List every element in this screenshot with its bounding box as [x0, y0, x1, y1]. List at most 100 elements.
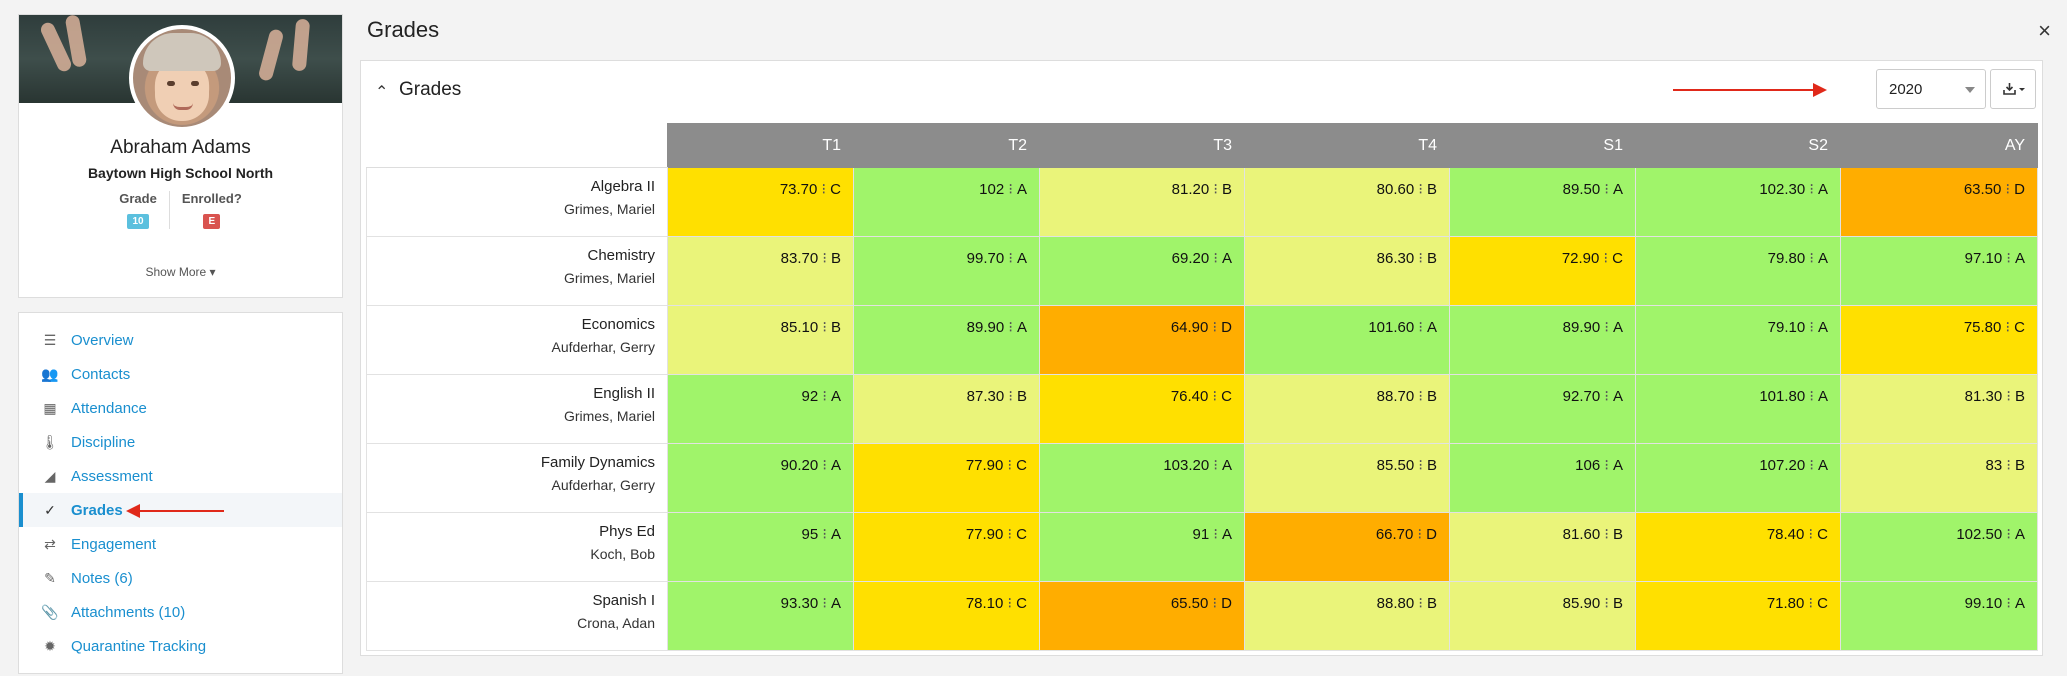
grade-letter: C: [2014, 319, 2025, 336]
grade-cell[interactable]: 78.10 ⁝ C: [853, 581, 1040, 651]
sidebar-item-notes[interactable]: ✎ Notes (6): [19, 561, 342, 595]
grade-cell[interactable]: 99.10 ⁝ A: [1840, 581, 2038, 651]
grade-separator: ⁝: [1213, 526, 1218, 543]
grade-letter: A: [1612, 388, 1623, 405]
enrolled-label: Enrolled?: [181, 191, 242, 206]
grade-cell[interactable]: 106 ⁝ A: [1449, 443, 1636, 513]
grade-cell[interactable]: 72.90 ⁝ C: [1449, 236, 1636, 306]
column-header-t2[interactable]: T2: [853, 123, 1040, 168]
grade-score: 101.60: [1368, 319, 1415, 336]
grade-separator: ⁝: [1007, 526, 1013, 543]
grade-cell[interactable]: 81.20 ⁝ B: [1039, 167, 1245, 237]
grade-cell[interactable]: 103.20 ⁝ A: [1039, 443, 1245, 513]
grade-score: 78.10: [965, 595, 1004, 612]
grade-cell[interactable]: 81.30 ⁝ B: [1840, 374, 2038, 444]
grade-cell[interactable]: 88.70 ⁝ B: [1244, 374, 1450, 444]
grades-table: T1 T2 T3 T4 S1 S2 AY Algebra II Grimes, Mariel 7…: [366, 123, 2038, 651]
grade-cell[interactable]: 63.50 ⁝ D: [1840, 167, 2038, 237]
grade-cell[interactable]: 89.50 ⁝ A: [1449, 167, 1636, 237]
grade-cell[interactable]: 101.80 ⁝ A: [1635, 374, 1841, 444]
grade-cell[interactable]: 85.90 ⁝ B: [1449, 581, 1636, 651]
grade-cell[interactable]: 73.70 ⁝ C: [667, 167, 854, 237]
grade-cell[interactable]: 83.70 ⁝ B: [667, 236, 854, 306]
grade-cell[interactable]: 101.60 ⁝ A: [1244, 305, 1450, 375]
grade-cell[interactable]: 81.60 ⁝ B: [1449, 512, 1636, 582]
grade-cell[interactable]: 92 ⁝ A: [667, 374, 854, 444]
sidebar-item-attachments[interactable]: 📎 Attachments (10): [19, 595, 342, 629]
grade-cell[interactable]: 87.30 ⁝ B: [853, 374, 1040, 444]
column-header-t4[interactable]: T4: [1244, 123, 1450, 168]
grade-cell[interactable]: 91 ⁝ A: [1039, 512, 1245, 582]
sidebar-item-engagement[interactable]: ⇄ Engagement: [19, 527, 342, 561]
grade-cell[interactable]: 86.30 ⁝ B: [1244, 236, 1450, 306]
grade-score: 71.80: [1766, 595, 1805, 612]
chevron-up-icon[interactable]: ⌃: [375, 84, 389, 101]
grade-cell[interactable]: 93.30 ⁝ A: [667, 581, 854, 651]
sidebar-item-attendance[interactable]: ▦ Attendance: [19, 391, 342, 425]
sidebar-item-discipline[interactable]: 🌡 Discipline: [19, 425, 342, 459]
grade-score: 79.10: [1767, 319, 1806, 336]
grade-separator: ⁝: [822, 319, 827, 336]
column-header-t1[interactable]: T1: [667, 123, 854, 168]
table-row: Family Dynamics Aufderhar, Gerry 90.20 ⁝ A 77…: [366, 443, 2038, 513]
grade-cell[interactable]: 66.70 ⁝ D: [1244, 512, 1450, 582]
grade-cell[interactable]: 88.80 ⁝ B: [1244, 581, 1450, 651]
close-icon[interactable]: ×: [2038, 18, 2051, 43]
sidebar-item-quarantine[interactable]: ✹ Quarantine Tracking: [19, 629, 342, 663]
show-more-toggle[interactable]: Show More ▾: [145, 265, 216, 279]
column-header-ay[interactable]: AY: [1840, 123, 2038, 168]
grade-cell[interactable]: 102.50 ⁝ A: [1840, 512, 2038, 582]
grade-cell[interactable]: 97.10 ⁝ A: [1840, 236, 2038, 306]
list-icon: ☰: [43, 331, 57, 348]
sidebar-item-overview[interactable]: ☰ Overview: [19, 323, 342, 357]
export-button[interactable]: [1990, 69, 2036, 109]
grade-letter: A: [1221, 526, 1232, 543]
grade-cell[interactable]: 89.90 ⁝ A: [1449, 305, 1636, 375]
sidebar-item-assessment[interactable]: ◢ Assessment: [19, 459, 342, 493]
grade-cell[interactable]: 69.20 ⁝ A: [1039, 236, 1245, 306]
grade-cell[interactable]: 65.50 ⁝ D: [1039, 581, 1245, 651]
column-header-t3[interactable]: T3: [1039, 123, 1245, 168]
grade-cell[interactable]: 95 ⁝ A: [667, 512, 854, 582]
grade-cell[interactable]: 102.30 ⁝ A: [1635, 167, 1841, 237]
grade-cell[interactable]: 83 ⁝ B: [1840, 443, 2038, 513]
grade-separator: ⁝: [1007, 457, 1013, 474]
grade-cell[interactable]: 71.80 ⁝ C: [1635, 581, 1841, 651]
grade-separator: ⁝: [1213, 181, 1218, 198]
grade-cell[interactable]: 107.20 ⁝ A: [1635, 443, 1841, 513]
year-select[interactable]: 2020: [1876, 69, 1986, 109]
column-header-s1[interactable]: S1: [1449, 123, 1636, 168]
grade-cell[interactable]: 79.10 ⁝ A: [1635, 305, 1841, 375]
grade-letter: B: [1426, 388, 1437, 405]
column-header-s2[interactable]: S2: [1635, 123, 1841, 168]
grade-letter: A: [1221, 457, 1232, 474]
area-chart-icon: ◢: [44, 467, 56, 484]
grade-cell[interactable]: 90.20 ⁝ A: [667, 443, 854, 513]
grade-cell[interactable]: 77.90 ⁝ C: [853, 443, 1040, 513]
grade-cell[interactable]: 76.40 ⁝ C: [1039, 374, 1245, 444]
grade-cell[interactable]: 92.70 ⁝ A: [1449, 374, 1636, 444]
grade-separator: ⁝: [1212, 595, 1218, 612]
grade-cell[interactable]: 79.80 ⁝ A: [1635, 236, 1841, 306]
grade-cell[interactable]: 99.70 ⁝ A: [853, 236, 1040, 306]
grade-cell[interactable]: 80.60 ⁝ B: [1244, 167, 1450, 237]
sidebar-item-contacts[interactable]: 👥 Contacts: [19, 357, 342, 391]
grade-cell[interactable]: 75.80 ⁝ C: [1840, 305, 2038, 375]
grade-score: 102.30: [1759, 181, 1806, 198]
grade-letter: A: [830, 457, 841, 474]
table-row: English II Grimes, Mariel 92 ⁝ A 87.30 ⁝ B 76.40…: [366, 374, 2038, 444]
grade-cell[interactable]: 102 ⁝ A: [853, 167, 1040, 237]
grade-score: 85.90: [1562, 595, 1601, 612]
grade-score: 72.90: [1561, 250, 1600, 267]
grade-cell[interactable]: 64.90 ⁝ D: [1039, 305, 1245, 375]
grade-score: 77.90: [965, 526, 1004, 543]
grade-letter: A: [1817, 250, 1828, 267]
course-cell: English II Grimes, Mariel: [366, 374, 668, 444]
grade-cell[interactable]: 77.90 ⁝ C: [853, 512, 1040, 582]
sidebar-item-label: Engagement: [71, 535, 157, 553]
grade-cell[interactable]: 78.40 ⁝ C: [1635, 512, 1841, 582]
grade-cell[interactable]: 85.10 ⁝ B: [667, 305, 854, 375]
grade-cell[interactable]: 89.90 ⁝ A: [853, 305, 1040, 375]
grade-cell[interactable]: 85.50 ⁝ B: [1244, 443, 1450, 513]
grade-letter: A: [1817, 388, 1828, 405]
